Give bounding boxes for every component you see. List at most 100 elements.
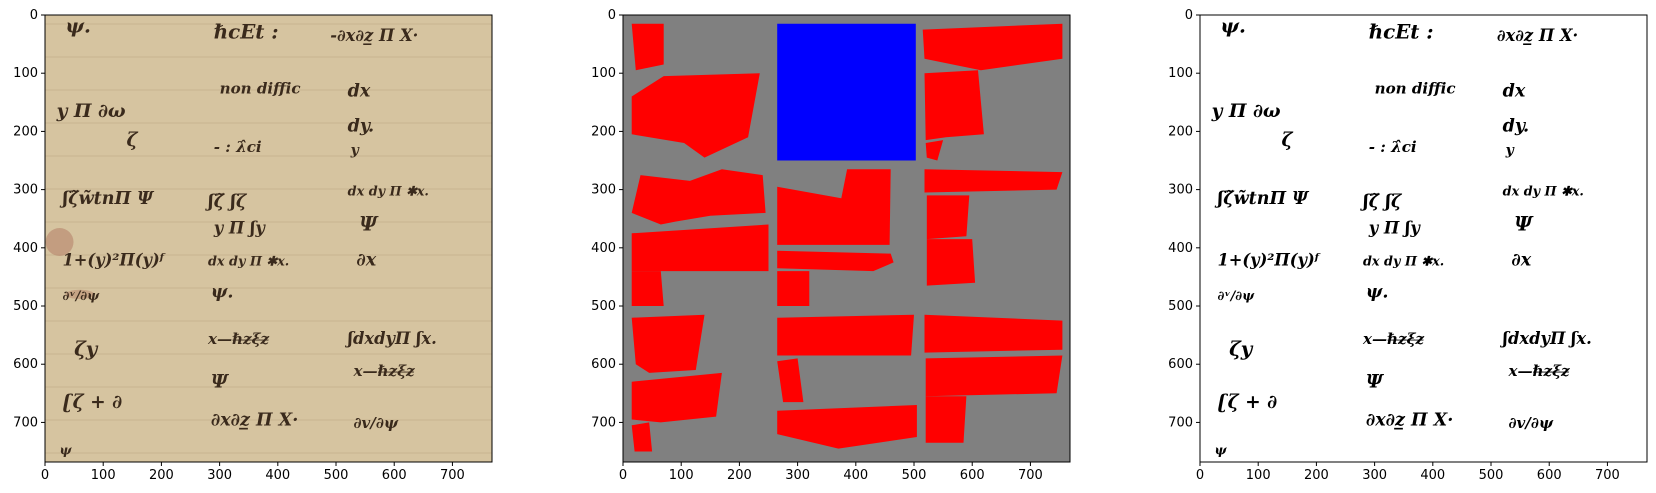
axes-frame (44, 14, 493, 463)
handwriting-fragment: Ψ (211, 372, 230, 393)
handwriting-fragment: -∂x∂z̲ Π X· (330, 26, 418, 45)
paper-streak (45, 353, 492, 355)
y-tick-label: 300 (1168, 183, 1193, 198)
handwriting-fragment: ∂v/∂ψ (353, 414, 398, 432)
mask-region-red (925, 396, 967, 443)
x-tick-label: 400 (265, 468, 290, 483)
y-tick-label: 100 (13, 66, 38, 81)
x-tick-label: 500 (1479, 468, 1504, 483)
handwriting-fragment: ∂x∂z̲ Π X· (1497, 26, 1578, 45)
handwriting-fragment: ζ (126, 130, 138, 151)
y-tick-label: 400 (591, 241, 616, 256)
panel-binarized: ψ. ℏcEt : ∂x∂z̲ Π X· non diffic dx y Π ∂ω dy. ζ… (1168, 8, 1648, 483)
mask-region-red (926, 195, 970, 240)
paper-streak (45, 122, 492, 124)
handwriting-fragment: x—ℏ̶z̶ξ̶z̶ (1362, 330, 1425, 348)
handwriting-fragment: ζy (74, 336, 99, 360)
handwriting-fragment: dx dy Π ✱x. (348, 184, 429, 199)
handwriting-fragment: y (350, 143, 360, 159)
paper-streak (45, 287, 492, 289)
x-tick-label: 500 (324, 468, 349, 483)
mask-region-red (924, 314, 1063, 353)
handwriting-fragment: ʗζ + ∂ (62, 392, 122, 413)
mask-region-red (631, 372, 722, 423)
y-tick-label: 300 (13, 183, 38, 198)
paper-streak (45, 320, 492, 322)
x-tick-label: 0 (41, 468, 49, 483)
paper-streak (45, 221, 492, 223)
handwriting-fragment: ʃζ̃w̃tnΠ Ψ (59, 189, 155, 209)
handwriting-fragment: - : λ̂ci (1369, 138, 1417, 156)
handwriting-fragment: dx dy Π ✱x. (1363, 254, 1444, 269)
handwriting-fragment: ∂x∂z̲ Π X· (1366, 410, 1453, 430)
handwriting-fragment: ψ. (1366, 282, 1389, 302)
x-tick-label: 300 (785, 468, 810, 483)
handwriting-fragment: ∂x (1511, 250, 1531, 270)
y-tick-label: 200 (1168, 124, 1193, 139)
y-tick-label: 500 (13, 299, 38, 314)
handwriting-fragment: dx (348, 81, 371, 101)
mask-region-red (631, 73, 760, 158)
paper-streak (45, 188, 492, 190)
panel-mask: 0 100 200 300 400 500 600 700 0 100 200 300 400 500 60… (591, 8, 1071, 483)
y-tick-label: 0 (1185, 8, 1193, 23)
handwriting-fragment: x—ℏ̶z̶ξ̶z̶ (207, 330, 270, 348)
y-tick-label: 400 (13, 241, 38, 256)
y-tick-label: 700 (1168, 415, 1193, 430)
y-tick-label: 300 (591, 183, 616, 198)
x-tick-label: 400 (843, 468, 868, 483)
y-tick-label: 100 (591, 66, 616, 81)
mask-region-red (925, 355, 1063, 397)
handwriting-fragment: ʗζ + ∂ (1217, 392, 1277, 413)
y-tick-label: 0 (608, 8, 616, 23)
handwriting-fragment: ∂ᵛ/∂ψ (1217, 289, 1255, 304)
handwriting-fragment: ψ (60, 443, 73, 458)
x-tick-label: 700 (1018, 468, 1043, 483)
handwriting-fragment: ψ (1215, 443, 1228, 458)
handwriting-fragment: ζy (1229, 336, 1254, 360)
axes-frame (1199, 14, 1648, 463)
mask-region-red (777, 250, 894, 272)
handwriting-fragment: ʃζ̃ ʃζ (1360, 192, 1403, 212)
y-tick-label: 100 (1168, 66, 1193, 81)
handwriting-fragment: ψ. (211, 282, 234, 302)
handwriting-fragment: 1+(y)²Π(y)ᶠ (62, 250, 165, 269)
mask-region-red (631, 23, 664, 71)
handwriting-fragment: y (1505, 143, 1515, 159)
handwriting-fragment: y Π ∂ω (56, 101, 126, 122)
mask-region-red (777, 169, 891, 245)
x-tick-label: 200 (149, 468, 174, 483)
handwriting-fragment: x—ℏ̶z̶ξ̶z̶ (352, 362, 415, 380)
y-tick-label: 700 (591, 415, 616, 430)
handwriting-fragment: dx dy Π ✱x. (208, 254, 289, 269)
panel-manuscript: ψ. ℏcEt : -∂x∂z̲ Π X· non diffic dx y Π ∂ω dy.… (13, 8, 493, 483)
x-tick-label: 600 (960, 468, 985, 483)
axes-frame (622, 14, 1071, 463)
x-tick-label: 0 (619, 468, 627, 483)
mask-region-red (631, 169, 766, 225)
y-tick-label: 600 (591, 357, 616, 372)
paper-streak (45, 155, 492, 157)
image-area: ψ. ℏcEt : ∂x∂z̲ Π X· non diffic dx y Π ∂ω dy. ζ… (1200, 13, 1647, 462)
handwriting-fragment: dy. (1503, 116, 1530, 136)
mask-region-red (922, 23, 1063, 71)
x-tick-label: 400 (1420, 468, 1445, 483)
mask-region-blue (777, 23, 916, 161)
handwriting-fragment: Ψ (1514, 211, 1534, 235)
mask-region-red (631, 422, 653, 452)
x-tick-label: 200 (1304, 468, 1329, 483)
handwriting-fragment: ∂v/∂ψ (1508, 414, 1553, 432)
handwriting-fragment: ζ (1281, 130, 1293, 151)
handwriting-fragment: ʃdxdyΠ ʃx. (1500, 329, 1592, 348)
x-tick-label: 500 (902, 468, 927, 483)
x-tick-label: 200 (727, 468, 752, 483)
handwriting-fragment: Ψ (359, 211, 379, 235)
handwriting-fragment: ∂x (356, 250, 376, 270)
x-tick-label: 300 (1362, 468, 1387, 483)
x-tick-label: 100 (91, 468, 116, 483)
handwriting-fragment: non diffic (1375, 80, 1456, 98)
page-background (45, 15, 492, 462)
handwriting-fragment: ψ. (1220, 13, 1246, 37)
handwriting-fragment: x—ℏ̶z̶ξ̶z̶ (1507, 362, 1570, 380)
